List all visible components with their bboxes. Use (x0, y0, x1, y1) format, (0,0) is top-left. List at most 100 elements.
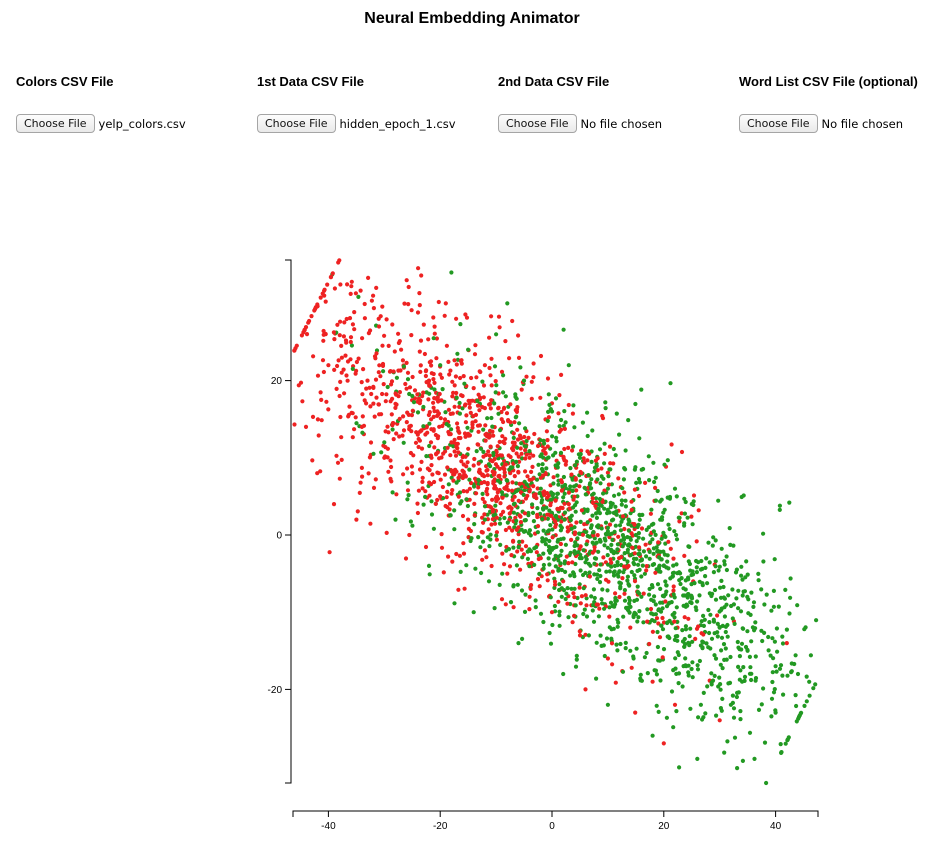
red-point (374, 395, 379, 400)
red-point (535, 486, 540, 491)
red-point (641, 591, 646, 596)
green-point (736, 606, 741, 611)
green-point (627, 583, 632, 588)
green-point (578, 479, 583, 484)
green-point (686, 577, 691, 582)
green-point (618, 641, 623, 647)
green-point (690, 675, 695, 680)
red-point (330, 271, 335, 276)
red-point (366, 275, 371, 280)
data2-choose-file-button[interactable]: Choose File (498, 114, 577, 133)
green-point (590, 608, 595, 613)
green-point (597, 496, 603, 502)
red-point (345, 378, 350, 383)
green-point (615, 648, 620, 653)
red-point (466, 517, 471, 522)
red-point (552, 579, 558, 584)
red-point (367, 385, 372, 390)
green-point (689, 600, 694, 606)
red-point (613, 591, 618, 596)
green-point (622, 598, 628, 603)
red-point (437, 391, 442, 397)
red-point (574, 488, 579, 493)
red-point (481, 383, 487, 388)
green-point (582, 485, 587, 490)
red-point (557, 507, 562, 512)
red-point (535, 524, 541, 529)
green-point (647, 592, 652, 597)
green-point (658, 499, 663, 504)
red-point (535, 577, 541, 582)
red-point (431, 400, 436, 405)
red-point (400, 433, 405, 438)
green-point (538, 611, 544, 616)
red-point (611, 461, 616, 466)
red-point (480, 557, 485, 562)
red-point (431, 427, 436, 432)
green-point (491, 450, 496, 456)
green-point (655, 488, 660, 494)
red-point (528, 586, 533, 592)
red-point (376, 370, 381, 375)
red-point (463, 312, 468, 317)
red-point (359, 465, 364, 470)
green-point (549, 497, 554, 502)
red-point (529, 379, 534, 384)
green-point (514, 488, 519, 494)
green-point (776, 604, 781, 609)
red-point (566, 490, 572, 495)
red-point (497, 325, 502, 330)
green-point (728, 654, 733, 660)
red-point (467, 405, 472, 410)
green-point (572, 425, 577, 430)
red-point (499, 597, 505, 602)
red-point (527, 594, 532, 599)
red-point (417, 401, 422, 406)
red-point (343, 338, 349, 343)
green-point (605, 702, 611, 707)
green-point (671, 563, 676, 568)
red-point (577, 629, 582, 634)
red-point (531, 375, 536, 380)
green-point (745, 629, 750, 634)
green-point (802, 703, 807, 709)
green-point (446, 482, 451, 487)
red-point (463, 420, 468, 425)
green-point (672, 529, 677, 534)
red-point (570, 448, 575, 453)
green-point (677, 570, 682, 575)
green-point (545, 516, 551, 521)
data1-choose-file-button[interactable]: Choose File (257, 114, 336, 133)
red-point (608, 557, 613, 562)
red-point (435, 450, 440, 455)
green-point (543, 542, 548, 547)
red-point (397, 434, 402, 439)
red-point (524, 374, 529, 379)
green-point (539, 500, 544, 505)
red-point (334, 386, 339, 391)
green-point (724, 554, 729, 559)
green-point (426, 563, 432, 569)
red-point (380, 361, 386, 367)
red-point (518, 514, 523, 519)
green-point (712, 673, 717, 679)
red-point (418, 369, 423, 374)
green-point (588, 525, 594, 531)
green-point (653, 602, 658, 607)
green-point (701, 623, 707, 629)
red-point (686, 616, 691, 621)
red-point (403, 381, 408, 387)
red-point (347, 316, 353, 321)
green-point (381, 369, 386, 374)
red-point (463, 402, 468, 407)
red-point (548, 513, 554, 519)
green-point (464, 497, 469, 502)
green-point (811, 686, 816, 691)
red-point (558, 541, 564, 547)
wordlist-choose-file-button[interactable]: Choose File (739, 114, 818, 133)
green-point (716, 498, 721, 503)
green-point (720, 666, 725, 671)
red-point (516, 355, 522, 360)
colors-choose-file-button[interactable]: Choose File (16, 114, 95, 133)
red-point (362, 398, 367, 403)
